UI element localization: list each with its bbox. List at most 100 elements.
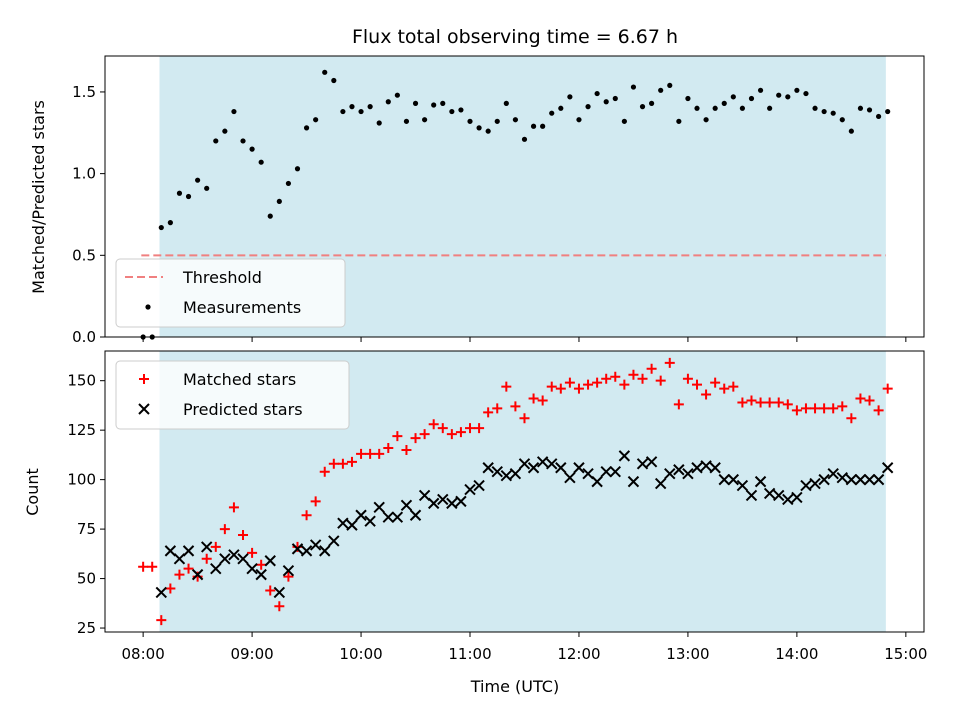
legend-measurements-handle	[145, 304, 151, 310]
measurement-point	[576, 117, 582, 123]
matched-star-point	[628, 369, 639, 380]
measurement-point	[848, 128, 854, 134]
predicted-star-point	[818, 473, 830, 486]
predicted-star-point	[182, 545, 195, 557]
predicted-star-point	[645, 456, 658, 468]
matched-star-point	[610, 371, 621, 382]
series-matched-stars	[138, 357, 893, 626]
predicted-star-point	[328, 535, 340, 547]
predicted-star-point	[527, 462, 540, 474]
matched-star-point	[755, 397, 766, 408]
predicted-star-point	[782, 493, 794, 506]
predicted-star-point	[300, 545, 313, 557]
matched-star-point	[791, 405, 802, 416]
predicted-star-point	[355, 509, 367, 521]
x-tick-label: 13:00	[666, 645, 709, 663]
matched-star-point	[410, 433, 421, 444]
matched-star-point	[483, 407, 494, 418]
y-tick-label: 1.0	[72, 165, 96, 183]
measurement-point	[494, 118, 500, 124]
matched-star-point	[846, 413, 857, 424]
predicted-star-point	[773, 489, 785, 502]
matched-star-point	[265, 585, 276, 596]
matched-star-point	[401, 444, 412, 455]
measurement-point	[676, 118, 682, 124]
predicted-star-point	[836, 471, 848, 484]
matched-star-point	[655, 375, 666, 386]
predicted-star-point	[673, 464, 685, 476]
measurement-point	[422, 117, 428, 123]
predicted-star-point	[309, 539, 322, 551]
predicted-star-point	[536, 456, 549, 468]
measurement-point	[585, 104, 591, 110]
predicted-star-point	[364, 515, 376, 527]
measurement-point	[195, 177, 201, 183]
legend: Matched stars Predicted stars	[115, 360, 350, 430]
series-predicted-stars	[155, 450, 894, 599]
matched-star-point	[165, 583, 176, 594]
predicted-star-point	[437, 493, 449, 506]
bottom-y-axis-label: Count	[23, 468, 42, 516]
measurement-point	[857, 105, 864, 111]
predicted-star-point	[264, 555, 276, 567]
legend-box	[115, 258, 346, 328]
matched-star-point	[583, 379, 594, 390]
matched-star-point	[646, 363, 657, 374]
predicted-star-point	[700, 460, 712, 472]
measurement-point	[703, 117, 709, 123]
predicted-star-point	[664, 467, 676, 480]
predicted-star-point	[509, 467, 522, 480]
measurement-point	[367, 104, 373, 110]
matched-star-point	[428, 419, 439, 430]
measurement-point	[803, 90, 809, 97]
predicted-star-point	[273, 586, 286, 599]
matched-star-point	[492, 403, 503, 414]
matched-star-point	[555, 383, 566, 394]
predicted-star-point	[191, 568, 204, 581]
measurement-point	[521, 136, 528, 142]
predicted-star-point	[854, 473, 867, 486]
matched-star-point	[746, 395, 757, 406]
matched-star-point	[800, 403, 811, 414]
predicted-star-point	[718, 473, 730, 486]
matched-star-point	[374, 448, 385, 459]
panel-frame	[104, 55, 925, 338]
predicted-star-point	[427, 497, 440, 510]
predicted-star-point	[282, 564, 295, 577]
matched-star-point	[828, 403, 839, 414]
measurement-point	[440, 100, 446, 106]
matched-star-point	[446, 429, 457, 440]
measurement-point	[612, 95, 618, 102]
predicted-star-point	[210, 562, 222, 575]
predicted-star-point	[600, 466, 612, 478]
matched-star-point	[546, 381, 557, 392]
predicted-star-point	[219, 553, 231, 565]
matched-star-point	[437, 423, 448, 434]
measurement-point	[776, 92, 782, 98]
matched-star-point	[201, 553, 212, 564]
predicted-star-point	[155, 586, 168, 599]
ratio-panel: 0.0 0.5 1.0 1.5 Threshold Measurements	[72, 55, 925, 346]
series-measurements	[140, 69, 891, 340]
predicted-star-point	[627, 475, 640, 488]
predicted-star-point	[881, 462, 894, 474]
measurement-point	[431, 102, 437, 108]
x-tick-label: 15:00	[884, 645, 927, 663]
measurement-point	[694, 105, 700, 111]
measurement-point	[267, 213, 273, 219]
measurement-point	[294, 166, 301, 172]
y-tick-label: 25	[77, 619, 96, 637]
measurement-point	[322, 69, 328, 75]
matched-star-point	[328, 458, 339, 469]
legend-label: Matched stars	[183, 370, 296, 389]
predicted-star-point	[400, 499, 413, 512]
predicted-star-point	[518, 458, 531, 470]
measurement-point	[331, 77, 337, 84]
matched-star-point	[365, 448, 376, 459]
matched-star-point	[156, 615, 167, 626]
predicted-star-point	[173, 553, 186, 565]
predicted-star-point	[255, 568, 267, 581]
predicted-star-point	[228, 549, 240, 561]
matched-star-point	[183, 563, 194, 574]
measurement-point	[603, 99, 609, 105]
